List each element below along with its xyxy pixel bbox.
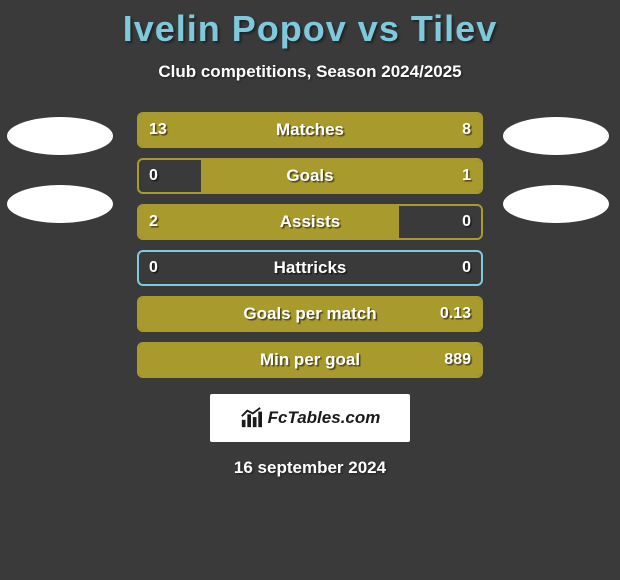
stat-value-right: 1 <box>462 160 471 192</box>
avatar-col-right <box>503 117 613 223</box>
stat-row: 0Goals1 <box>137 158 483 194</box>
stat-row: 13Matches8 <box>137 112 483 148</box>
comparison-subtitle: Club competitions, Season 2024/2025 <box>0 62 620 82</box>
stat-row: 2Assists0 <box>137 204 483 240</box>
stat-row: Goals per match0.13 <box>137 296 483 332</box>
stat-row: Min per goal889 <box>137 342 483 378</box>
stat-value-right: 0 <box>462 252 471 284</box>
comparison-grid: 13Matches80Goals12Assists00Hattricks0Goa… <box>0 112 620 378</box>
stat-value-right: 0.13 <box>440 298 471 330</box>
stat-value-right: 8 <box>462 114 471 146</box>
stat-label: Goals <box>139 160 481 192</box>
stat-label: Min per goal <box>139 344 481 376</box>
stat-label: Goals per match <box>139 298 481 330</box>
player2-avatar <box>503 117 609 155</box>
stat-label: Assists <box>139 206 481 238</box>
fctables-icon <box>240 407 262 429</box>
stat-value-right: 889 <box>444 344 471 376</box>
stat-bars: 13Matches80Goals12Assists00Hattricks0Goa… <box>137 112 483 378</box>
player1-avatar <box>7 117 113 155</box>
player1-badge <box>7 185 113 223</box>
stat-label: Hattricks <box>139 252 481 284</box>
comparison-title: Ivelin Popov vs Tilev <box>0 0 620 50</box>
branding-text: FcTables.com <box>268 408 381 428</box>
stat-value-right: 0 <box>462 206 471 238</box>
player2-badge <box>503 185 609 223</box>
stat-row: 0Hattricks0 <box>137 250 483 286</box>
snapshot-date: 16 september 2024 <box>0 458 620 478</box>
stat-label: Matches <box>139 114 481 146</box>
branding-badge: FcTables.com <box>210 394 410 442</box>
avatar-col-left <box>7 117 117 223</box>
